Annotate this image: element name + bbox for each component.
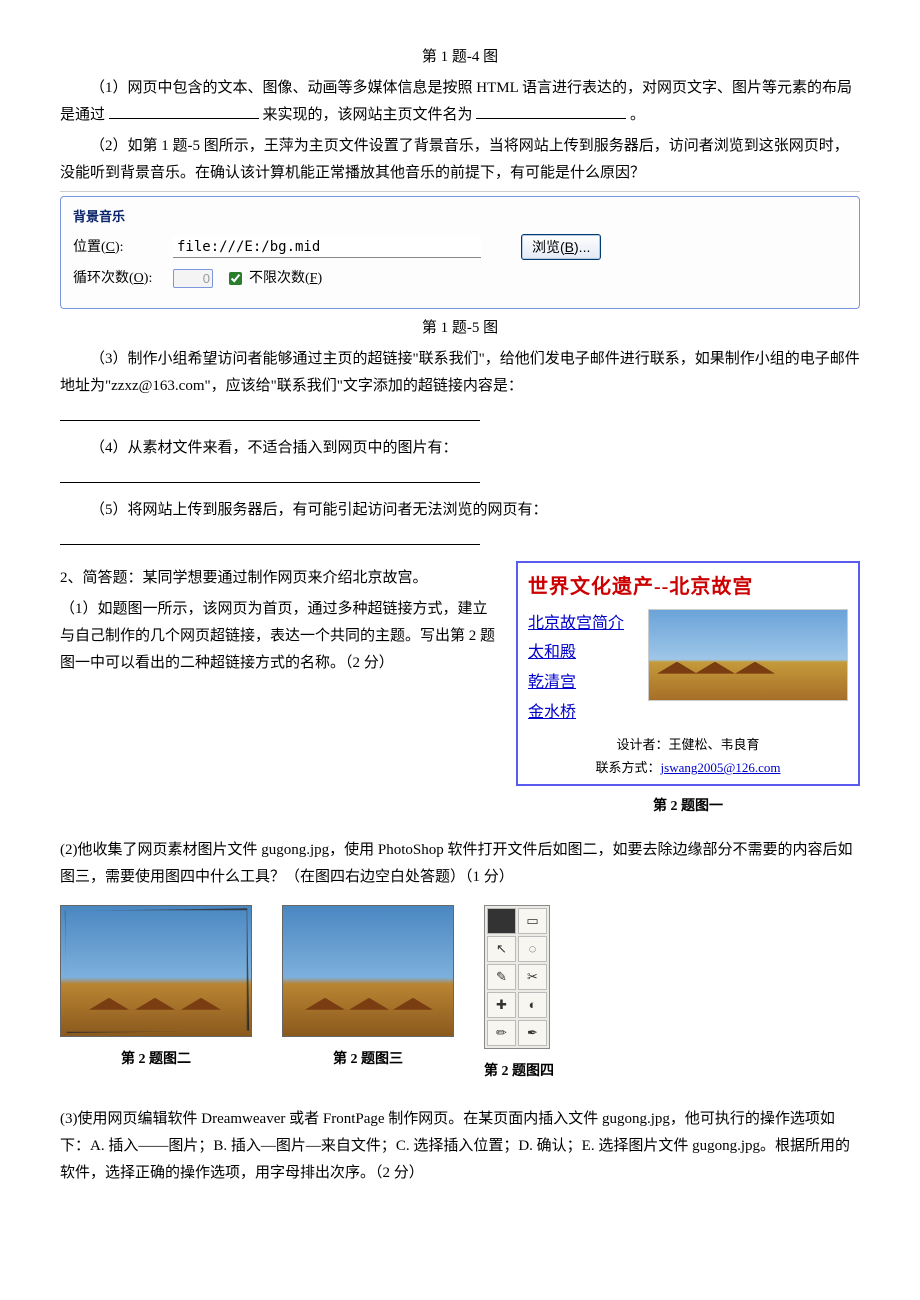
- designer-names: 王健松、韦良育: [669, 737, 760, 752]
- figure-2-4-caption: 第 2 题图四: [484, 1059, 554, 1084]
- figure-row: 第 2 题图二 第 2 题图三 ▭ ↖ ◌ ✎ ✂ ✚ ◐ ✏ ✒ 第 2 题图…: [60, 905, 860, 1084]
- question-2-intro: 2、简答题：某同学想要通过制作网页来介绍北京故宫。: [60, 565, 500, 592]
- location-label: 位置(C):: [73, 235, 173, 260]
- loop-label-post: ):: [144, 271, 153, 286]
- question-1-5: （5）将网站上传到服务器后，有可能引起访问者无法浏览的网页有：: [60, 497, 860, 524]
- figure-2-3-caption: 第 2 题图三: [282, 1047, 454, 1072]
- designer-label: 设计者：: [616, 737, 668, 752]
- link-jinshuiqiao[interactable]: 金水桥: [528, 699, 638, 728]
- unlimited-post: ): [317, 271, 322, 286]
- blank-unsuitable-images[interactable]: [60, 467, 480, 483]
- location-label-post: ):: [115, 240, 124, 255]
- loop-hotkey: O: [134, 271, 144, 286]
- photoshop-toolbar: ▭ ↖ ◌ ✎ ✂ ✚ ◐ ✏ ✒: [484, 905, 550, 1049]
- figure-1-5-caption: 第 1 题-5 图: [60, 315, 860, 342]
- question-2-2: (2)他收集了网页素材图片文件 gugong.jpg，使用 PhotoShop …: [60, 837, 860, 891]
- link-taihedian[interactable]: 太和殿: [528, 639, 638, 668]
- blank-layout-method[interactable]: [109, 103, 259, 119]
- webpage-thumbnail[interactable]: [648, 609, 848, 701]
- blank-unbrowsable-pages[interactable]: [60, 529, 480, 545]
- unlimited-checkbox[interactable]: [229, 272, 242, 285]
- webpage-title: 世界文化遗产--北京故宫: [528, 569, 848, 605]
- q1-1-text-c: 。: [630, 107, 645, 123]
- tool-cell-6[interactable]: ✚: [487, 992, 516, 1018]
- location-hotkey: C: [106, 240, 115, 255]
- tool-cell-5[interactable]: ✂: [518, 964, 547, 990]
- tool-cell-7[interactable]: ◐: [518, 992, 547, 1018]
- browse-hotkey: B: [565, 239, 574, 255]
- gugong-image-original: [60, 905, 252, 1037]
- gugong-image-cropped: [282, 905, 454, 1037]
- question-1-3: （3）制作小组希望访问者能够通过主页的超链接"联系我们"，给他们发电子邮件进行联…: [60, 346, 860, 400]
- loop-label-pre: 循环次数(: [73, 271, 134, 286]
- browse-button[interactable]: 浏览(B)...: [521, 234, 601, 260]
- tool-cell-8[interactable]: ✏: [487, 1020, 516, 1046]
- bgmusic-fieldset: 背景音乐 位置(C): 浏览(B)... 循环次数(O): 不限次数(F): [60, 196, 860, 309]
- tool-cell-3[interactable]: ◌: [518, 936, 547, 962]
- blank-homepage-filename[interactable]: [476, 103, 626, 119]
- location-label-pre: 位置(: [73, 240, 106, 255]
- webpage-preview-card: 世界文化遗产--北京故宫 北京故宫简介 太和殿 乾清宫 金水桥 设计: [516, 561, 860, 786]
- tool-cell-2[interactable]: ↖: [487, 936, 516, 962]
- figure-2-1-caption: 第 2 题图一: [516, 794, 860, 819]
- unlimited-pre: 不限次数(: [249, 271, 310, 286]
- tool-cell-4[interactable]: ✎: [487, 964, 516, 990]
- webpage-footer: 设计者：王健松、韦良育 联系方式：jswang2005@126.com: [528, 733, 848, 780]
- browse-post: )...: [574, 239, 590, 255]
- bgmusic-location-row: 位置(C): 浏览(B)...: [73, 234, 847, 260]
- question-2-3: (3)使用网页编辑软件 Dreamweaver 或者 FrontPage 制作网…: [60, 1106, 860, 1187]
- unlimited-checkbox-label[interactable]: 不限次数(F): [225, 266, 322, 291]
- question-1-2: （2）如第 1 题-5 图所示，王萍为主页文件设置了背景音乐，当将网站上传到服务…: [60, 133, 860, 187]
- loop-count-input[interactable]: [173, 269, 213, 288]
- tool-cell-1[interactable]: ▭: [518, 908, 547, 934]
- link-intro[interactable]: 北京故宫简介: [528, 610, 638, 639]
- q1-1-text-b: 来实现的，该网站主页文件名为: [263, 107, 473, 123]
- divider: [60, 191, 860, 192]
- link-qianqinggong[interactable]: 乾清宫: [528, 669, 638, 698]
- figure-2-2-caption: 第 2 题图二: [60, 1047, 252, 1072]
- question-1-4: （4）从素材文件来看，不适合插入到网页中的图片有：: [60, 435, 860, 462]
- browse-pre: 浏览(: [532, 239, 565, 255]
- contact-email-link[interactable]: jswang2005@126.com: [661, 760, 781, 775]
- blank-hyperlink-content[interactable]: [60, 405, 480, 421]
- tool-cell-0[interactable]: [487, 908, 516, 934]
- webpage-nav-links: 北京故宫简介 太和殿 乾清宫 金水桥: [528, 609, 638, 729]
- unlimited-text: 不限次数(F): [249, 266, 322, 291]
- location-input[interactable]: [173, 237, 481, 258]
- contact-label: 联系方式：: [596, 760, 661, 775]
- figure-1-4-caption: 第 1 题-4 图: [60, 44, 860, 71]
- bgmusic-legend: 背景音乐: [73, 205, 847, 228]
- question-1-1: （1）网页中包含的文本、图像、动画等多媒体信息是按照 HTML 语言进行表达的，…: [60, 75, 860, 129]
- question-2-1: （1）如题图一所示，该网页为首页，通过多种超链接方式，建立与自己制作的几个网页超…: [60, 596, 500, 677]
- tool-cell-9[interactable]: ✒: [518, 1020, 547, 1046]
- loop-label: 循环次数(O):: [73, 266, 173, 291]
- bgmusic-loop-row: 循环次数(O): 不限次数(F): [73, 266, 847, 291]
